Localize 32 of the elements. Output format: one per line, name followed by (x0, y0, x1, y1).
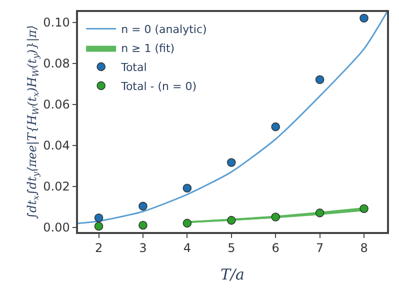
point (271, 212, 280, 222)
legend-label: n = 0 (analytic) (121, 22, 207, 36)
legend-label: Total - (n = 0) (120, 80, 197, 93)
point (138, 202, 148, 211)
x-tick-label: 4 (183, 241, 192, 256)
x-tick-label: 2 (94, 241, 103, 256)
x-tick-label: 5 (228, 241, 236, 256)
point (315, 208, 324, 218)
y-tick-label: 0.06 (43, 97, 70, 112)
point (360, 14, 368, 23)
y-tick-label: 0.02 (43, 179, 70, 194)
point (182, 184, 192, 193)
point (226, 216, 236, 225)
x-tick-label: 7 (316, 241, 324, 256)
x-axis-title: T/a (220, 266, 245, 284)
legend-label: Total (120, 60, 147, 74)
x-tick-label: 6 (272, 241, 280, 256)
x-tick-label: 3 (139, 241, 147, 256)
point (271, 122, 280, 132)
y-tick-label: 0.08 (43, 56, 70, 70)
point (94, 222, 104, 231)
point (138, 220, 148, 230)
legend-label: n ≥ 1 (fit) (121, 42, 175, 55)
y-tick-label: 0.04 (43, 138, 70, 152)
point (226, 158, 236, 167)
point (182, 218, 192, 228)
y-tick-label: 0.10 (43, 15, 70, 30)
y-tick-label: 0.00 (43, 220, 70, 234)
x-tick-label: 8 (360, 241, 368, 256)
point (94, 213, 104, 222)
point (315, 75, 324, 84)
point (360, 204, 368, 214)
